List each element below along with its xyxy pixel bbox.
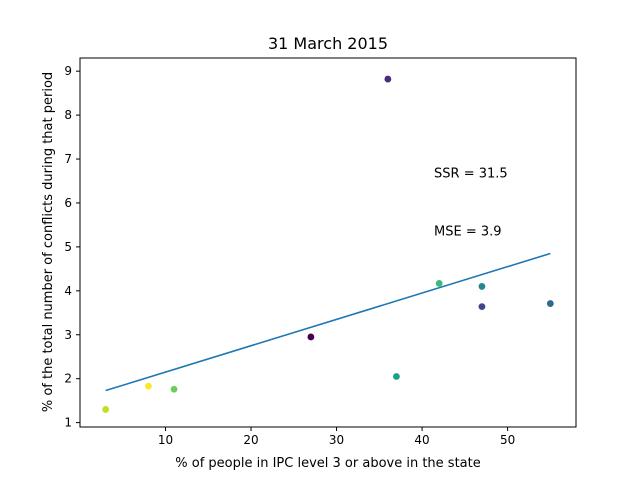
x-tick-label: 50 bbox=[500, 433, 515, 447]
y-tick-label: 4 bbox=[64, 284, 72, 298]
chart-title: 31 March 2015 bbox=[268, 34, 388, 53]
ssr-annotation: SSR = 31.5 bbox=[434, 166, 508, 181]
y-tick-label: 1 bbox=[64, 416, 72, 430]
data-point bbox=[307, 333, 315, 341]
plot-area: 10 20 30 40 50 1 2 3 4 5 6 7 8 9 SSR = 31.5 MSE = 3.9 bbox=[64, 64, 554, 447]
data-point bbox=[102, 406, 110, 413]
y-axis-label: % of the total number of conflicts durin… bbox=[41, 72, 56, 412]
data-point bbox=[478, 283, 486, 290]
x-axis-label: % of people in IPC level 3 or above in t… bbox=[175, 456, 480, 471]
x-tick-label: 20 bbox=[243, 433, 258, 447]
data-point bbox=[546, 300, 554, 307]
y-tick-label: 6 bbox=[64, 196, 72, 210]
x-tick-label: 30 bbox=[329, 433, 344, 447]
y-tick-label: 8 bbox=[64, 108, 72, 122]
x-tick-label: 10 bbox=[158, 433, 173, 447]
y-tick-label: 5 bbox=[64, 240, 72, 254]
data-point bbox=[384, 75, 392, 83]
data-point bbox=[393, 373, 400, 380]
data-point bbox=[435, 279, 443, 287]
mse-annotation: MSE = 3.9 bbox=[434, 224, 502, 239]
x-tick-label: 40 bbox=[414, 433, 429, 447]
y-tick-label: 7 bbox=[64, 152, 72, 166]
y-tick-label: 9 bbox=[64, 64, 72, 78]
data-point bbox=[478, 303, 486, 311]
y-tick-label: 3 bbox=[64, 328, 72, 342]
regression-line bbox=[105, 252, 551, 392]
data-point bbox=[145, 382, 152, 390]
plot-frame bbox=[79, 57, 577, 428]
y-tick-label: 2 bbox=[64, 372, 72, 386]
data-point bbox=[170, 385, 178, 393]
